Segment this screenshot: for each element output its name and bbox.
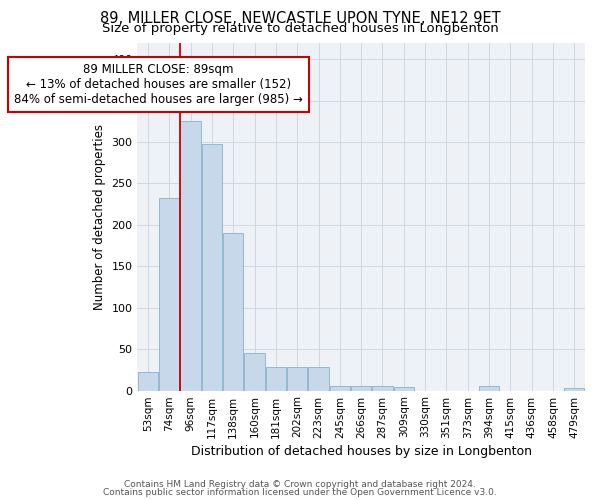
Bar — [330, 386, 350, 390]
Text: Contains public sector information licensed under the Open Government Licence v3: Contains public sector information licen… — [103, 488, 497, 497]
Bar — [564, 388, 584, 390]
Bar — [287, 366, 307, 390]
Bar — [159, 198, 179, 390]
Bar — [351, 386, 371, 390]
Bar — [479, 386, 499, 390]
Text: 89 MILLER CLOSE: 89sqm
← 13% of detached houses are smaller (152)
84% of semi-de: 89 MILLER CLOSE: 89sqm ← 13% of detached… — [14, 63, 303, 106]
Bar — [202, 144, 222, 390]
X-axis label: Distribution of detached houses by size in Longbenton: Distribution of detached houses by size … — [191, 444, 532, 458]
Bar — [138, 372, 158, 390]
Y-axis label: Number of detached properties: Number of detached properties — [93, 124, 106, 310]
Text: Size of property relative to detached houses in Longbenton: Size of property relative to detached ho… — [101, 22, 499, 35]
Bar — [181, 121, 201, 390]
Bar — [373, 386, 392, 390]
Bar — [308, 366, 329, 390]
Bar — [394, 388, 414, 390]
Text: 89, MILLER CLOSE, NEWCASTLE UPON TYNE, NE12 9ET: 89, MILLER CLOSE, NEWCASTLE UPON TYNE, N… — [100, 11, 500, 26]
Bar — [244, 354, 265, 391]
Text: Contains HM Land Registry data © Crown copyright and database right 2024.: Contains HM Land Registry data © Crown c… — [124, 480, 476, 489]
Bar — [266, 368, 286, 390]
Bar — [223, 233, 244, 390]
